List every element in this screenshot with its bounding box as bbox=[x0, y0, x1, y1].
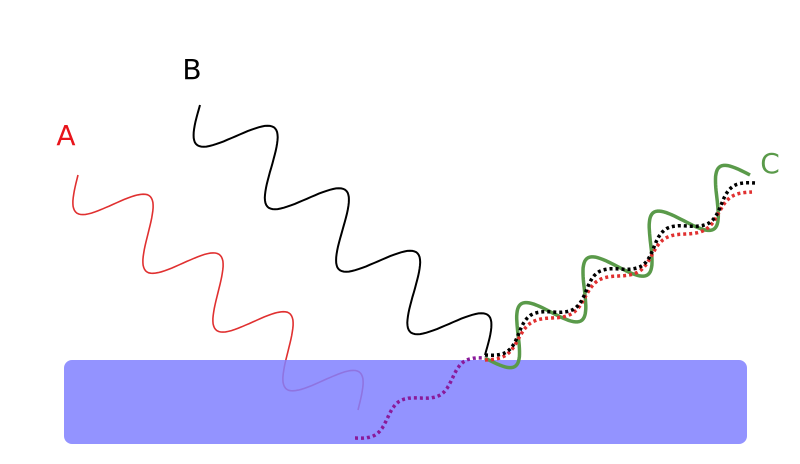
wave-c bbox=[484, 163, 751, 370]
wave-refracted bbox=[355, 356, 485, 440]
wave-b bbox=[192, 104, 493, 356]
wave-out-red bbox=[484, 190, 753, 362]
waves bbox=[64, 104, 756, 444]
medium bbox=[64, 360, 747, 444]
label-a: A bbox=[56, 119, 75, 152]
wave-out-black bbox=[484, 181, 756, 357]
label-b: B bbox=[182, 53, 201, 86]
label-c: C bbox=[760, 147, 780, 180]
